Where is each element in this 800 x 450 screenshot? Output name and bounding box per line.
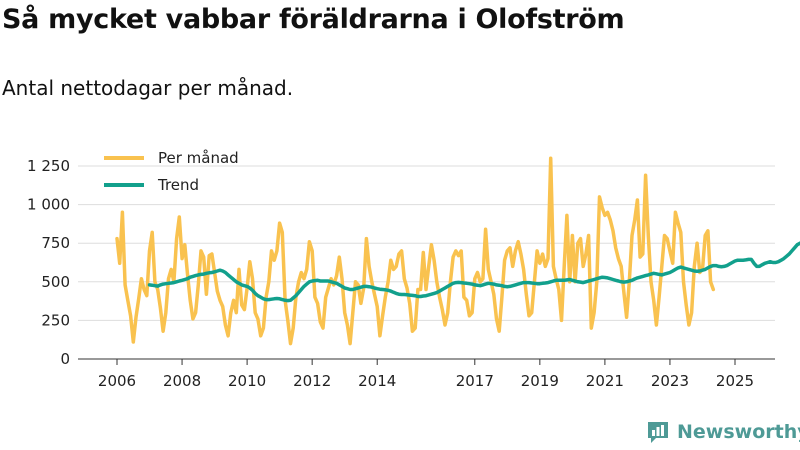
legend-label: Trend (157, 176, 199, 194)
x-tick-label: 2010 (228, 372, 266, 390)
x-axis: 2006 2008 2010 2012 2014 2017 2019 2021 2023 2025 (78, 358, 775, 390)
brand-logo: Newsworthy (645, 419, 800, 445)
x-tick-label: 2014 (358, 372, 396, 390)
x-tick-label: 2023 (651, 372, 689, 390)
y-axis-ticks: 0 250 500 750 1 000 1 250 (27, 157, 70, 368)
y-tick-label: 750 (41, 234, 70, 252)
x-tick-label: 2017 (456, 372, 494, 390)
chart-subtitle: Antal nettodagar per månad. (2, 76, 294, 100)
x-tick-label: 2012 (293, 372, 331, 390)
series-line-per-manad (115, 156, 716, 346)
chart-title: Så mycket vabbar föräldrarna i Olofström (2, 4, 625, 35)
legend-label: Per månad (158, 149, 239, 167)
y-tick-label: 250 (41, 311, 70, 329)
x-tick-label: 2019 (521, 372, 559, 390)
x-tick-label: 2021 (586, 372, 624, 390)
y-tick-label: 0 (60, 350, 70, 368)
x-tick-label: 2006 (98, 372, 136, 390)
x-tick-label: 2008 (163, 372, 201, 390)
series-line-trend (147, 241, 800, 303)
series-lines (115, 156, 800, 346)
y-tick-label: 1 250 (27, 157, 70, 175)
y-tick-label: 500 (41, 273, 70, 291)
y-tick-label: 1 000 (27, 196, 70, 214)
newsworthy-logo-icon (648, 422, 668, 443)
legend: Per månad Trend (104, 149, 239, 194)
brand-name: Newsworthy (677, 421, 800, 443)
x-tick-label: 2025 (716, 372, 754, 390)
